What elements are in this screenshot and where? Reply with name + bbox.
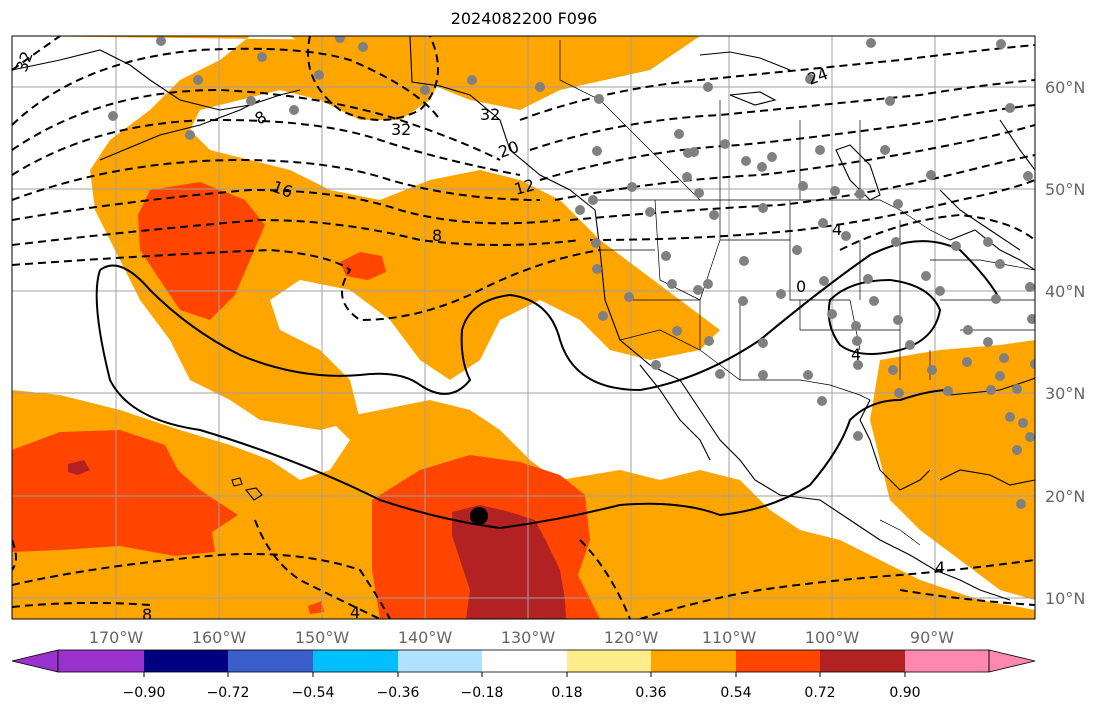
colorbar-tick: −0.36: [377, 685, 420, 701]
colorbar-swatch: [567, 650, 651, 672]
contour-label: 4: [350, 603, 360, 622]
lon-label: 120°W: [604, 628, 659, 647]
contour-label: 32: [480, 105, 500, 124]
colorbar-tick: −0.72: [207, 685, 250, 701]
lat-label: 60°N: [1045, 78, 1085, 97]
colorbar-tick: 0.18: [551, 685, 582, 701]
colorbar-swatch: [905, 650, 989, 672]
gridlines: [12, 36, 1035, 619]
lat-label: 30°N: [1045, 384, 1085, 403]
center-marker: [470, 507, 488, 525]
colorbar-tick: 0.54: [720, 685, 751, 701]
colorbar-swatch: [144, 650, 228, 672]
colorbar-high-arrow: [988, 649, 1036, 673]
contour-label: 32: [391, 120, 411, 139]
colorbar-swatch: [58, 650, 144, 672]
contour-label: 4: [935, 558, 945, 577]
stations: [108, 36, 1035, 509]
dashed-contours: [12, 36, 1035, 619]
map-title: 2024082200 F096: [450, 9, 598, 28]
colorbar-tick: 0.90: [889, 685, 920, 701]
lat-label: 50°N: [1045, 180, 1085, 199]
colorbar-tick: −0.18: [461, 685, 504, 701]
contour-label: 12: [512, 175, 537, 199]
solid-contours: [95, 240, 1001, 530]
lon-label: 170°W: [89, 628, 144, 647]
map-area: 32 24 32 20 12 16 8 8 4 0 4 4 8 4 32: [12, 36, 1035, 624]
contour-label: 0: [796, 277, 806, 296]
colorbar-swatch: [313, 650, 398, 672]
colorbar-tick: −0.54: [292, 685, 335, 701]
contour-label: 8: [432, 226, 442, 245]
lon-label: 150°W: [295, 628, 350, 647]
longitude-labels: 170°W 160°W 150°W 140°W 130°W 120°W 110°…: [89, 628, 954, 647]
latitude-labels: 60°N 50°N 40°N 30°N 20°N 10°N: [1045, 78, 1085, 608]
colorbar-swatch: [651, 650, 736, 672]
colorbar-low-arrow: [11, 649, 59, 673]
colorbar-tick: 0.36: [635, 685, 666, 701]
lat-label: 10°N: [1045, 589, 1085, 608]
lon-label: 110°W: [702, 628, 757, 647]
map-frame: [11, 35, 1036, 620]
lon-label: 100°W: [805, 628, 860, 647]
colorbar-swatch: [482, 650, 567, 672]
lon-label: 130°W: [501, 628, 556, 647]
darkred-shading: [68, 460, 566, 619]
lat-label: 20°N: [1045, 487, 1085, 506]
lat-label: 40°N: [1045, 282, 1085, 301]
contour-label: 8: [142, 605, 152, 624]
colorbar-swatch: [228, 650, 313, 672]
colorbar-tick: 0.72: [804, 685, 835, 701]
contour-label: 4: [832, 220, 842, 239]
colorbar-swatch: [398, 650, 482, 672]
contour-label: 4: [851, 345, 861, 364]
lon-label: 90°W: [910, 628, 954, 647]
lon-label: 160°W: [192, 628, 247, 647]
colorbar-swatch: [736, 650, 820, 672]
colorbar-swatch: [820, 650, 905, 672]
lon-label: 140°W: [398, 628, 453, 647]
colorbar-tick: −0.90: [123, 685, 166, 701]
colorbar: −0.90 −0.72 −0.54 −0.36 −0.18 0.18 0.36 …: [11, 649, 1036, 701]
